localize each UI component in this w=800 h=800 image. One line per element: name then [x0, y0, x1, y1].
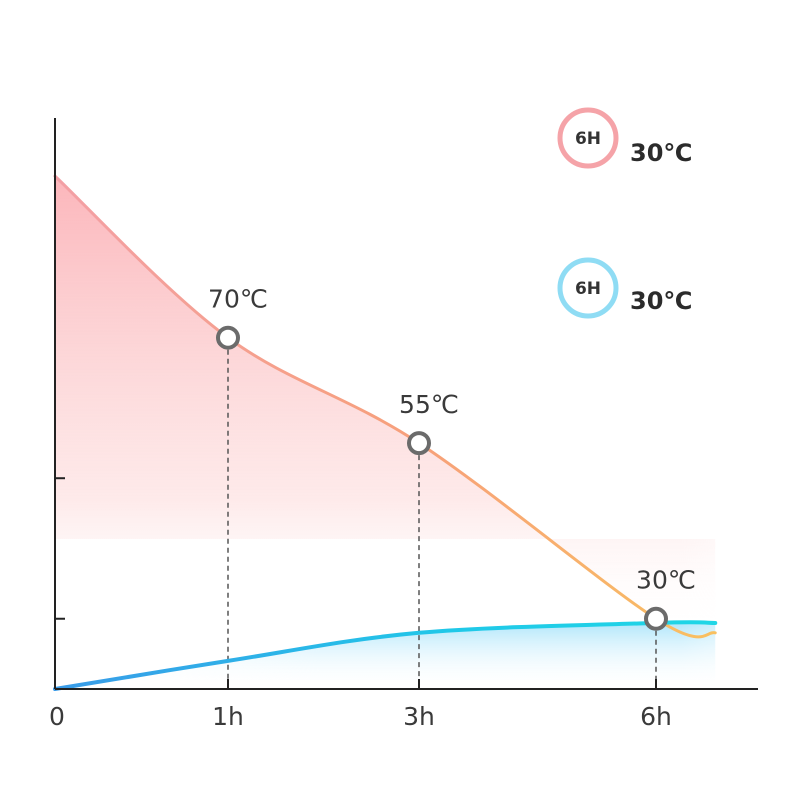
legend-badge-cool-text: 6H	[575, 279, 601, 299]
legend-badge-warm-text: 6H	[575, 129, 601, 149]
data-point-marker	[216, 325, 240, 350]
x-tick-label: 6h	[640, 702, 672, 731]
x-ticks: 0 1h 3h 6h	[49, 679, 672, 731]
series-area-cool	[55, 622, 716, 689]
data-point-label: 30℃	[636, 566, 696, 595]
legend-badge-cool	[557, 257, 619, 319]
data-point-label: 55℃	[399, 390, 459, 419]
y-ticks	[54, 477, 65, 620]
x-tick-label: 3h	[403, 702, 435, 731]
legend-item-warm: 6H 30℃	[557, 107, 692, 169]
x-tick-label: 0	[49, 702, 65, 731]
legend-badge-warm	[557, 107, 619, 169]
series-area-warm	[55, 176, 716, 637]
chart-areas	[55, 176, 716, 689]
data-markers: 70℃ 55℃ 30℃	[208, 285, 696, 631]
legend-value-warm: 30℃	[630, 139, 692, 167]
legend: 6H 30℃ 6H 30℃	[557, 107, 692, 319]
legend-item-cool: 6H 30℃	[557, 257, 692, 319]
legend-value-cool: 30℃	[630, 287, 692, 315]
data-point-label: 70℃	[208, 285, 268, 314]
x-tick-label: 1h	[212, 702, 244, 731]
data-point-marker	[644, 606, 668, 631]
data-point-marker	[407, 431, 431, 456]
